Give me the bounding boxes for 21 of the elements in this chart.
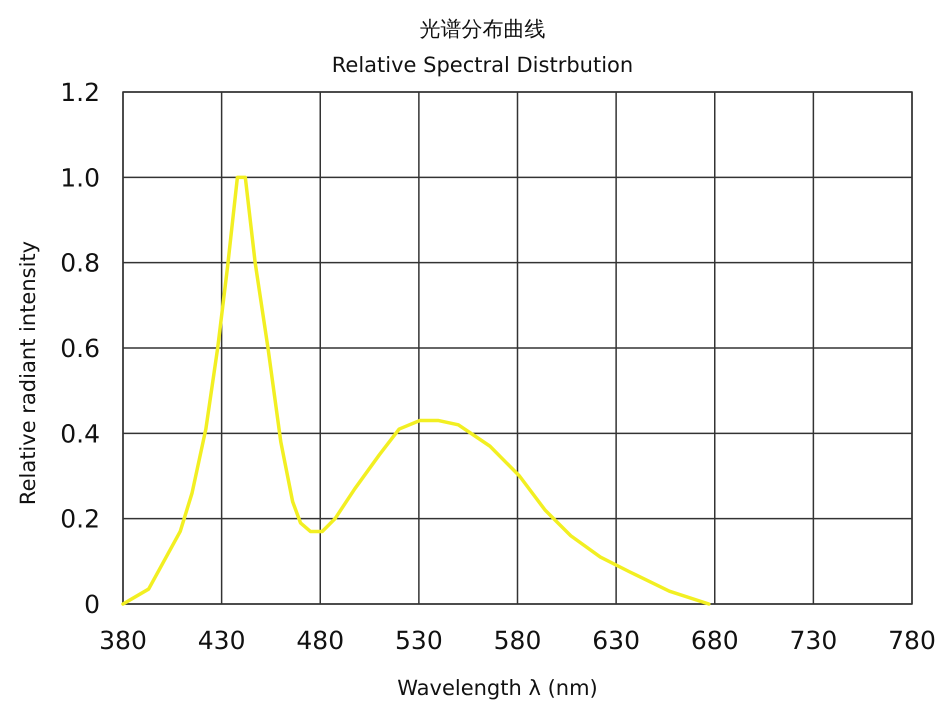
- x-tick-label: 630: [592, 626, 640, 655]
- x-tick-label: 530: [395, 626, 443, 655]
- y-tick-label: 0.2: [60, 504, 100, 534]
- y-tick-label: 1.2: [60, 78, 100, 107]
- y-tick-label: 0: [84, 590, 100, 619]
- x-tick-label: 430: [198, 626, 246, 655]
- chart-subtitle: Relative Spectral Distrbution: [332, 53, 634, 77]
- x-axis-title: Wavelength λ (nm): [397, 676, 598, 700]
- x-tick-label: 680: [690, 626, 739, 655]
- y-axis-title: Relative radiant intensity: [16, 240, 40, 506]
- x-tick-label: 380: [99, 626, 147, 655]
- y-tick-label: 1.0: [60, 163, 100, 192]
- y-tick-label: 0.6: [60, 334, 100, 363]
- y-tick-label: 0.8: [60, 248, 100, 278]
- y-tick-label: 0.4: [60, 419, 100, 448]
- x-tick-label: 480: [296, 626, 344, 655]
- line-series: [121, 176, 711, 606]
- x-tick-label: 730: [790, 626, 838, 655]
- x-tick-label: 580: [494, 626, 542, 655]
- chart-title: 光谱分布曲线: [420, 17, 546, 41]
- x-tick-label: 780: [888, 626, 936, 655]
